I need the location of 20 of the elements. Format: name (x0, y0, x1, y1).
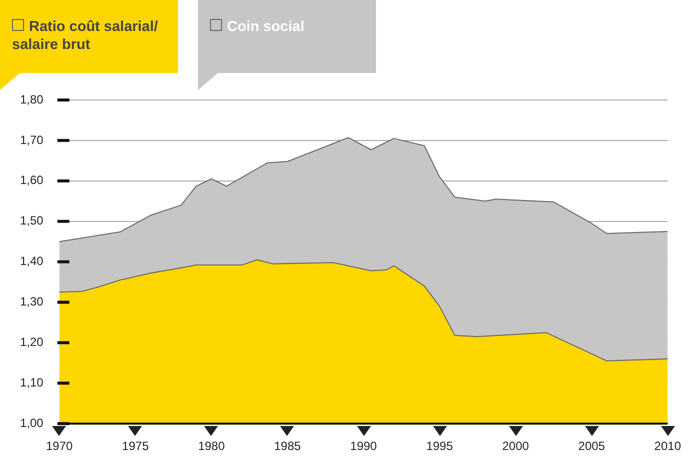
y-tick-label: 1,80 (20, 92, 44, 106)
y-tick-label: 1,20 (20, 335, 44, 350)
y-tick-label: 1,70 (20, 132, 44, 147)
x-tick-label: 2005 (578, 439, 606, 454)
legend-label: Ratio coût salarial/ salaire brut (12, 19, 158, 53)
y-tick-label: 1,00 (20, 416, 44, 430)
x-tick-label: 2010 (654, 439, 682, 454)
y-tick-label: 1,60 (20, 173, 44, 188)
x-tick-label: 1975 (122, 439, 150, 454)
y-tick-label: 1,30 (20, 294, 44, 309)
legend-label: Coin social (227, 19, 304, 35)
x-tick-label: 1995 (426, 439, 454, 454)
x-tick-label: 2000 (502, 439, 530, 454)
x-tick-label: 1985 (274, 439, 302, 454)
y-tick-label: 1,50 (20, 214, 44, 228)
x-tick-label: 1970 (46, 439, 74, 454)
y-tick-label: 1,10 (20, 375, 44, 390)
y-tick-label: 1,40 (20, 254, 44, 268)
x-tick-label: 1980 (198, 439, 226, 454)
x-tick-label: 1990 (350, 439, 378, 454)
